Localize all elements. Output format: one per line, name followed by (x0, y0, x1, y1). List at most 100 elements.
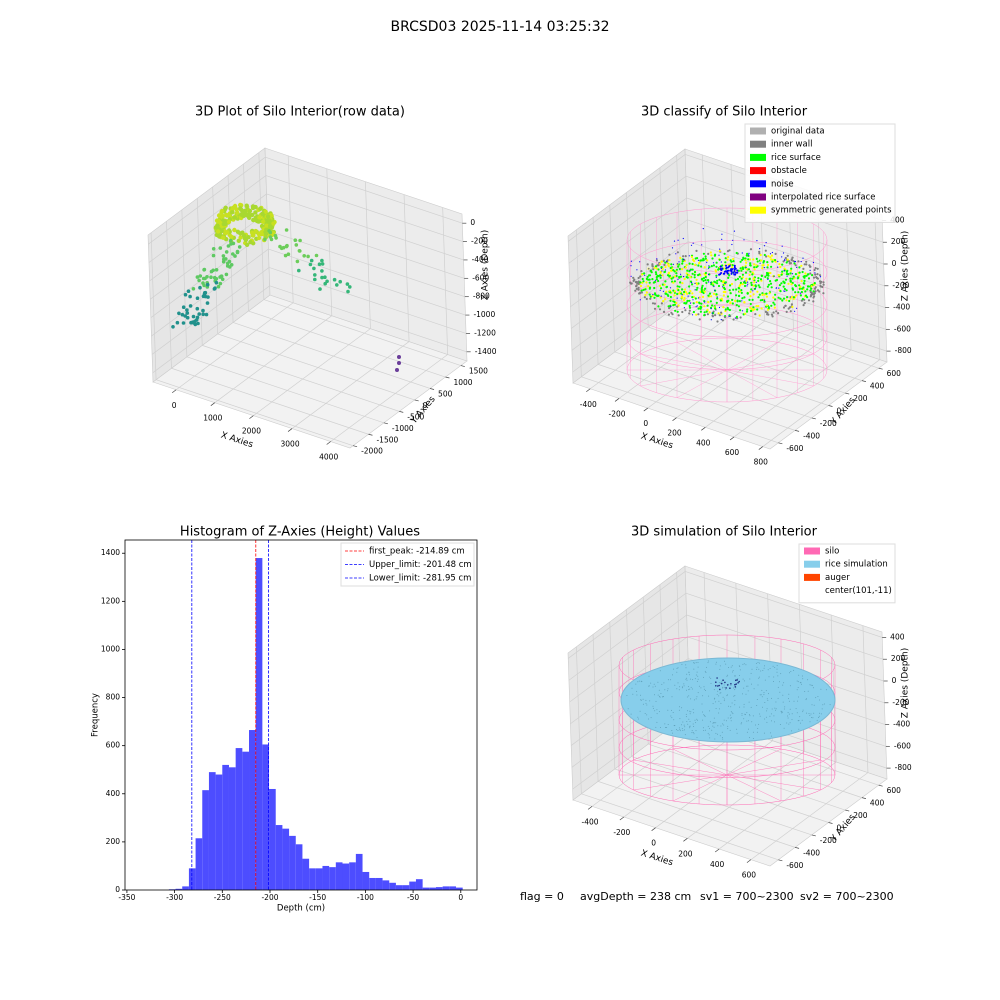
point (664, 689, 666, 691)
point (770, 258, 773, 261)
point (731, 243, 733, 246)
point (224, 257, 228, 261)
point (775, 708, 777, 710)
point (646, 704, 648, 706)
point (680, 273, 682, 275)
point (813, 268, 816, 272)
point (763, 253, 766, 257)
point (763, 694, 765, 696)
grid-line (609, 204, 616, 352)
point (663, 270, 666, 274)
point (702, 695, 704, 697)
point (752, 731, 754, 733)
point (669, 287, 672, 289)
grid-line (151, 248, 269, 337)
point (713, 689, 715, 691)
point (749, 264, 752, 267)
point (743, 296, 746, 299)
point (637, 286, 640, 289)
point (237, 245, 242, 249)
point (677, 304, 680, 307)
point (756, 668, 758, 670)
point (774, 293, 777, 296)
point (798, 696, 799, 698)
point (757, 305, 760, 308)
point (720, 272, 723, 274)
point (810, 285, 813, 288)
z-axis-label: Z Axies (Depth) (901, 231, 911, 302)
point (707, 660, 709, 662)
point (728, 667, 729, 668)
point (630, 265, 632, 267)
bar (195, 838, 203, 890)
point (257, 215, 262, 220)
point (797, 291, 800, 294)
point (688, 306, 692, 309)
point (653, 307, 657, 310)
point (802, 267, 805, 270)
point (630, 260, 633, 262)
point (788, 700, 790, 702)
point (741, 713, 743, 714)
y-tick (794, 847, 800, 849)
point (794, 310, 796, 312)
point (730, 720, 732, 722)
point (819, 712, 820, 714)
point (224, 250, 229, 254)
point (730, 711, 732, 713)
point (798, 728, 800, 730)
point (701, 259, 705, 262)
y-tick-label: 1000 (101, 644, 120, 653)
bar (382, 880, 390, 890)
point (313, 273, 317, 277)
point (695, 249, 698, 252)
legend-label: Lower_limit: -281.95 cm (369, 574, 471, 584)
silo-spoke (676, 342, 728, 371)
point (816, 273, 819, 276)
point (739, 281, 743, 284)
point (700, 286, 704, 289)
point (715, 274, 718, 277)
point (749, 248, 753, 251)
point (678, 276, 681, 279)
x-tick-label: 0 (651, 839, 656, 848)
point (258, 206, 263, 211)
point (693, 733, 695, 735)
point (764, 665, 765, 667)
point (214, 268, 219, 272)
point (763, 293, 766, 296)
point (749, 737, 750, 739)
point (718, 273, 721, 276)
point (694, 282, 696, 284)
point (730, 717, 732, 719)
point (750, 672, 752, 674)
point (701, 295, 705, 298)
point (660, 260, 663, 263)
point (679, 730, 681, 732)
point (719, 665, 721, 667)
point (737, 678, 739, 680)
point (760, 694, 762, 696)
bar (249, 730, 256, 890)
point (645, 702, 647, 704)
point (709, 728, 710, 730)
point (749, 678, 751, 680)
point (654, 685, 656, 687)
point (818, 280, 822, 283)
point (723, 719, 725, 721)
point (740, 269, 743, 272)
point (814, 272, 816, 274)
point (744, 259, 747, 262)
point (696, 283, 699, 286)
point (736, 679, 738, 681)
point (273, 233, 278, 238)
point (724, 282, 726, 285)
bar (228, 767, 236, 890)
point (689, 290, 692, 293)
point (630, 713, 632, 715)
x-tick-label: 800 (754, 458, 769, 467)
point (667, 690, 669, 692)
point (731, 268, 734, 271)
point (734, 686, 737, 688)
point (722, 280, 725, 283)
